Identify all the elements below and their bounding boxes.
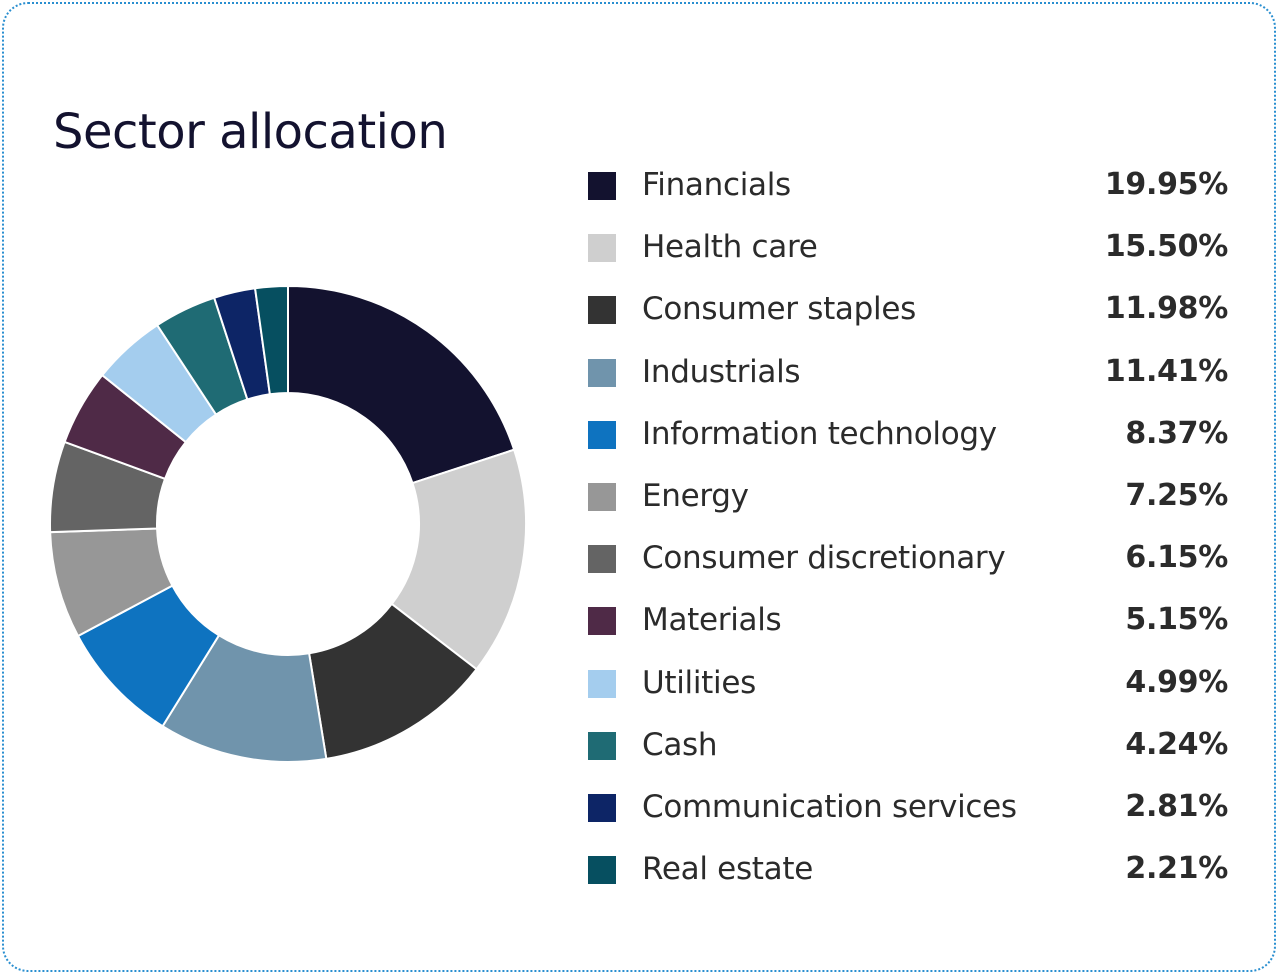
legend-label-communication-services: Communication services bbox=[642, 788, 1017, 825]
legend-value-industrials: 11.41% bbox=[1104, 353, 1228, 389]
legend-swatch-cash bbox=[588, 731, 616, 760]
legend-label-financials: Financials bbox=[642, 167, 791, 203]
legend-swatch-industrials bbox=[588, 358, 616, 387]
legend-item-communication-services: Communication services 2.81% bbox=[588, 776, 1228, 838]
legend-item-consumer-staples: Consumer staples 11.98% bbox=[588, 278, 1228, 340]
legend-item-consumer-discretionary: Consumer discretionary 6.15% bbox=[588, 527, 1228, 589]
legend-value-consumer-staples: 11.98% bbox=[1104, 291, 1228, 327]
legend-value-financials: 19.95% bbox=[1104, 167, 1228, 202]
legend-swatch-communication-services bbox=[588, 793, 616, 822]
legend-item-industrials: Industrials 11.41% bbox=[588, 341, 1228, 403]
legend-swatch-information-technology bbox=[588, 420, 616, 449]
legend-item-real-estate: Real estate 2.21% bbox=[588, 838, 1228, 900]
legend-swatch-materials bbox=[588, 607, 616, 636]
legend-label-health-care: Health care bbox=[642, 229, 818, 266]
donut-slice-real-estate bbox=[253, 284, 289, 396]
legend-swatch-energy bbox=[588, 482, 616, 511]
legend-value-information-technology: 8.37% bbox=[1125, 415, 1228, 451]
legend-item-health-care: Health care 15.50% bbox=[588, 216, 1228, 278]
legend-label-consumer-discretionary: Consumer discretionary bbox=[642, 540, 1006, 577]
legend-item-energy: Energy 7.25% bbox=[588, 465, 1228, 527]
legend-item-cash: Cash 4.24% bbox=[588, 714, 1228, 776]
donut-slice-health-care bbox=[390, 448, 527, 671]
legend-swatch-consumer-staples bbox=[588, 296, 616, 325]
legend-value-consumer-discretionary: 6.15% bbox=[1125, 540, 1228, 576]
legend-value-cash: 4.24% bbox=[1125, 726, 1228, 762]
legend-swatch-consumer-discretionary bbox=[588, 545, 616, 574]
legend-swatch-real-estate bbox=[588, 856, 616, 885]
legend-swatch-utilities bbox=[588, 669, 616, 698]
chart-title: Sector allocation bbox=[53, 104, 448, 160]
legend-swatch-health-care bbox=[588, 234, 616, 263]
chart-legend: Financials 19.95% Health care 15.50% Consume… bbox=[588, 154, 1228, 900]
legend-value-energy: 7.25% bbox=[1125, 477, 1228, 513]
donut-slice-financials bbox=[287, 284, 516, 485]
legend-value-utilities: 4.99% bbox=[1125, 664, 1228, 700]
legend-value-communication-services: 2.81% bbox=[1125, 788, 1228, 824]
legend-value-real-estate: 2.21% bbox=[1125, 851, 1228, 887]
legend-item-materials: Materials 5.15% bbox=[588, 589, 1228, 651]
legend-swatch-financials bbox=[588, 172, 616, 200]
legend-label-materials: Materials bbox=[642, 602, 782, 639]
legend-label-real-estate: Real estate bbox=[642, 851, 813, 888]
legend-item-financials: Financials 19.95% bbox=[588, 154, 1228, 216]
legend-label-consumer-staples: Consumer staples bbox=[642, 291, 916, 328]
legend-value-materials: 5.15% bbox=[1125, 602, 1228, 638]
legend-label-cash: Cash bbox=[642, 726, 718, 763]
legend-label-industrials: Industrials bbox=[642, 353, 801, 390]
legend-item-utilities: Utilities 4.99% bbox=[588, 652, 1228, 714]
legend-value-health-care: 15.50% bbox=[1104, 229, 1228, 265]
legend-label-information-technology: Information technology bbox=[642, 415, 997, 452]
donut-chart bbox=[49, 284, 527, 763]
legend-label-utilities: Utilities bbox=[642, 664, 756, 701]
legend-label-energy: Energy bbox=[642, 477, 749, 514]
legend-item-information-technology: Information technology 8.37% bbox=[588, 403, 1228, 465]
